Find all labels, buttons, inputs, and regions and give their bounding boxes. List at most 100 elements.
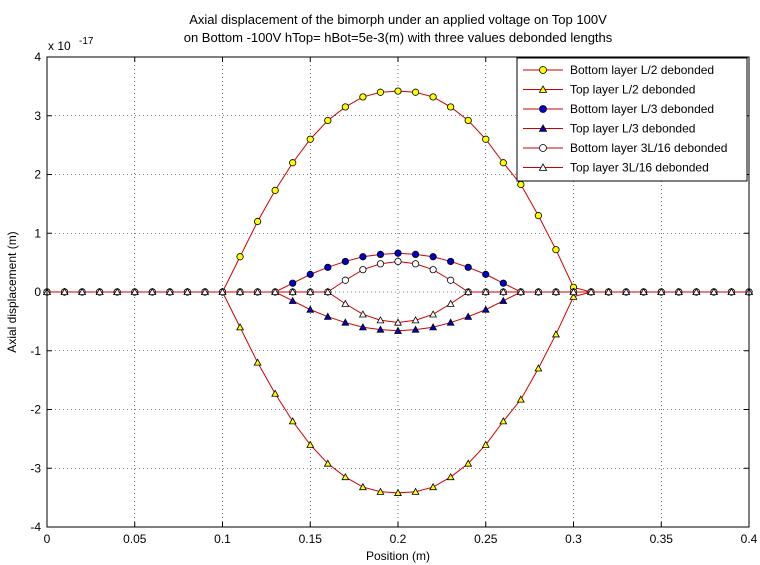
legend-label: Bottom layer L/3 debonded xyxy=(570,102,714,116)
data-point xyxy=(464,116,472,125)
data-point xyxy=(446,472,455,481)
legend-entry: Bottom layer 3L/16 debonded xyxy=(523,141,727,155)
legend-label: Bottom layer L/2 debonded xyxy=(570,63,714,77)
data-point xyxy=(306,440,315,448)
data-point xyxy=(394,87,402,95)
data-point xyxy=(551,287,560,296)
data-point xyxy=(376,260,385,268)
data-point xyxy=(236,287,245,296)
data-point xyxy=(376,250,385,258)
data-point xyxy=(604,287,613,296)
data-point xyxy=(622,287,631,296)
data-point xyxy=(324,116,332,125)
data-point xyxy=(376,316,385,324)
data-point xyxy=(60,287,69,296)
data-point xyxy=(341,318,350,326)
legend-label: Top layer 3L/16 debonded xyxy=(570,161,709,175)
data-point xyxy=(288,417,297,425)
data-point xyxy=(200,287,209,296)
data-point xyxy=(534,287,543,296)
data-point xyxy=(674,287,683,296)
legend-entry: Top layer 3L/16 debonded xyxy=(523,161,709,175)
y-tick-label: -1 xyxy=(30,344,41,358)
data-point xyxy=(639,287,648,296)
data-point xyxy=(148,287,157,296)
data-point xyxy=(464,263,472,271)
x-tick-label: 0.1 xyxy=(214,532,231,546)
y-axis-label: Axial displacement (m) xyxy=(5,231,19,352)
data-point xyxy=(499,159,507,167)
data-point xyxy=(288,296,297,304)
legend-entry: Top layer L/2 debonded xyxy=(523,83,695,97)
data-point xyxy=(341,472,350,481)
x-tick-label: 0.05 xyxy=(123,532,147,546)
legend-marker xyxy=(539,144,547,152)
data-point xyxy=(341,257,349,266)
data-point xyxy=(394,326,402,334)
x-axis-label: Position (m) xyxy=(366,549,430,563)
data-point xyxy=(569,287,578,296)
y-tick-label: 1 xyxy=(34,226,41,240)
data-point xyxy=(130,287,139,296)
data-point xyxy=(394,488,402,496)
data-point xyxy=(569,292,578,300)
data-point xyxy=(289,279,297,287)
legend-marker xyxy=(538,163,548,171)
data-point xyxy=(394,318,402,326)
data-point xyxy=(411,487,420,495)
data-point xyxy=(499,279,507,287)
data-point xyxy=(482,270,490,278)
data-point xyxy=(429,253,437,261)
x-tick-label: 0.35 xyxy=(650,532,674,546)
data-point xyxy=(394,249,402,257)
data-point xyxy=(499,296,508,304)
x-tick-label: 0.2 xyxy=(390,532,407,546)
data-point xyxy=(359,266,367,274)
data-point xyxy=(552,246,560,254)
legend-entry: Bottom layer L/2 debonded xyxy=(523,63,714,77)
data-point xyxy=(341,276,349,284)
x-tick-label: 0.3 xyxy=(565,532,582,546)
data-point xyxy=(516,287,525,296)
x-tick-label: 0.15 xyxy=(299,532,323,546)
data-point xyxy=(324,263,332,271)
y-tick-label: -3 xyxy=(30,461,41,475)
data-point xyxy=(481,440,490,448)
data-point xyxy=(288,287,297,296)
legend-marker xyxy=(538,124,548,132)
data-point xyxy=(446,299,455,307)
data-point xyxy=(534,364,543,372)
data-point xyxy=(499,287,508,296)
data-point xyxy=(323,287,332,296)
data-point xyxy=(271,287,280,296)
data-point xyxy=(692,287,701,296)
data-point xyxy=(165,287,174,296)
data-point xyxy=(358,323,367,331)
chart-title-line1: Axial displacement of the bimorph under … xyxy=(189,12,607,27)
data-point xyxy=(446,318,455,326)
data-point xyxy=(464,312,473,320)
legend-label: Bottom layer 3L/16 debonded xyxy=(570,141,727,155)
data-point xyxy=(359,93,367,101)
legend-label: Top layer L/3 debonded xyxy=(570,122,695,136)
data-point xyxy=(306,305,315,313)
data-point xyxy=(411,260,420,268)
data-point xyxy=(376,487,385,495)
data-point xyxy=(236,253,244,261)
data-point xyxy=(358,482,367,491)
y-tick-label: 0 xyxy=(34,285,41,299)
data-point xyxy=(341,103,349,111)
legend-label: Top layer L/2 debonded xyxy=(570,83,695,97)
data-point xyxy=(709,287,718,296)
y-tick-label: -4 xyxy=(30,520,41,534)
y-tick-label: -2 xyxy=(30,403,41,417)
data-point xyxy=(95,287,104,296)
data-point xyxy=(429,323,438,331)
chart-title-line2: on Bottom -100V hTop= hBot=5e-3(m) with … xyxy=(184,30,613,45)
data-point xyxy=(113,287,122,296)
x-tick-label: 0.4 xyxy=(741,532,758,546)
data-point xyxy=(727,287,736,296)
y-tick-label: 4 xyxy=(34,50,41,64)
data-point xyxy=(323,312,332,320)
